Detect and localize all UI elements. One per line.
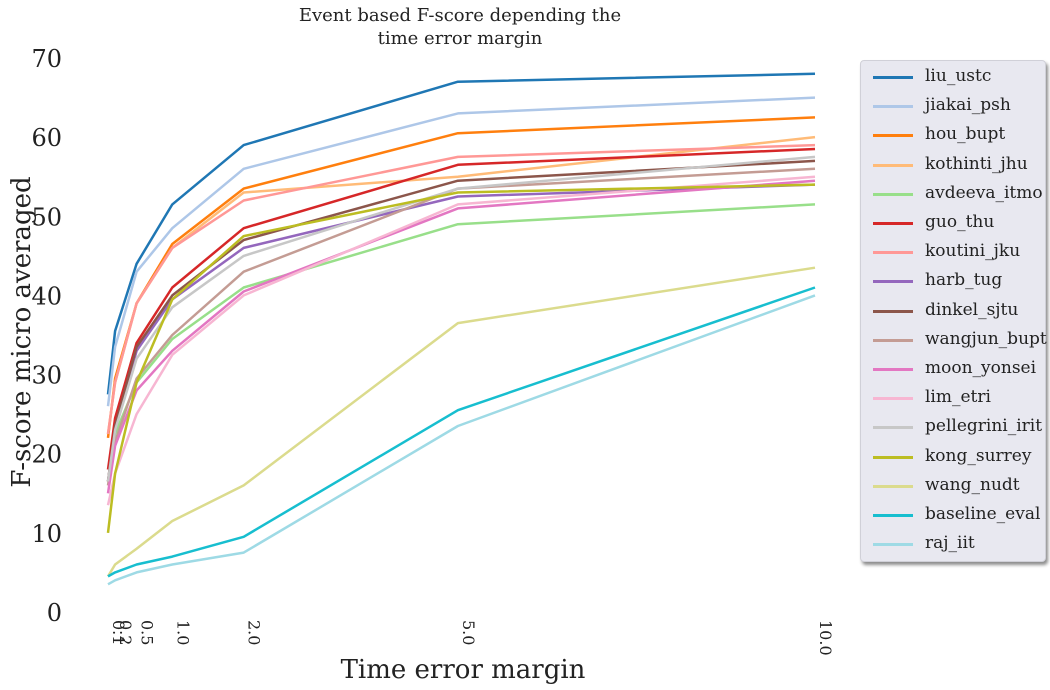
legend-swatch (873, 76, 913, 79)
series-line-wang_nudt (106, 266, 816, 578)
series-line-jiakai_psh (106, 96, 816, 407)
legend-item: raj_iit (861, 530, 1045, 558)
y-tick-label: 30 (31, 362, 62, 390)
series-line-guo_thu (106, 147, 816, 470)
legend-swatch (873, 455, 913, 459)
legend-item: liu_ustc (861, 63, 1045, 91)
x-tick-label: 5.0 (459, 620, 478, 645)
legend-item: kothinti_jhu (861, 151, 1045, 179)
legend-swatch (873, 280, 913, 284)
legend-swatch (873, 426, 913, 430)
legend-item: hou_bupt (861, 121, 1045, 149)
legend-label: harb_tug (925, 270, 1003, 291)
legend-label: liu_ustc (925, 66, 992, 86)
series-line-pellegrini_irit (106, 155, 816, 482)
x-tick-label: 0.2 (116, 620, 135, 645)
y-tick-label: 20 (31, 441, 62, 469)
legend-swatch (873, 484, 913, 488)
chart-title-line-2: time error margin (377, 28, 543, 49)
legend-swatch (873, 192, 913, 196)
y-tick-label: 10 (31, 520, 62, 548)
x-tick-label: 0.1 (109, 620, 128, 645)
legend-label: baseline_eval (925, 504, 1041, 524)
legend-swatch (873, 514, 913, 517)
series-line-avdeeva_itmo (106, 203, 816, 482)
chart-title-line-1: Event based F-score depending the (298, 5, 622, 26)
legend-label: kothinti_jhu (925, 153, 1028, 174)
legend-item: pellegrini_irit (861, 413, 1045, 441)
series-line-lim_etri (106, 175, 816, 506)
legend-swatch (873, 163, 913, 167)
series-line-koutini_jku (106, 143, 816, 435)
series-line-raj_iit (107, 294, 816, 586)
legend-item: dinkel_sjtu (861, 297, 1045, 325)
x-tick-label: 1.0 (173, 620, 192, 645)
x-tick-label: 10.0 (816, 620, 835, 656)
legend-swatch (873, 368, 913, 371)
legend-item: jiakai_psh (861, 92, 1045, 120)
series-line-liu_ustc (106, 72, 816, 395)
series-line-moon_yonsei (106, 179, 816, 494)
legend-label: hou_bupt (925, 124, 1006, 145)
legend-swatch (873, 309, 913, 313)
legend-item: wangjun_bupt (861, 326, 1047, 354)
x-tick-labels: 0.10.2 0.5 1.0 2.0 5.0 10.0 (109, 620, 835, 656)
legend-item: lim_etri (861, 384, 1045, 412)
x-tick-label: 0.5 (138, 620, 157, 645)
series-line-kong_surrey (106, 183, 816, 534)
legend-label: kong_surrey (925, 445, 1032, 466)
legend-item: baseline_eval (861, 501, 1045, 529)
y-axis-label: F-score micro averaged (7, 176, 37, 487)
legend-item: koutini_jku (861, 238, 1045, 266)
y-tick-label: 50 (31, 203, 62, 231)
legend-label: koutini_jku (925, 241, 1021, 262)
legend-item: avdeeva_itmo (861, 180, 1045, 208)
legend-label: wangjun_bupt (925, 328, 1047, 349)
legend-swatch (873, 222, 913, 225)
legend-label: wang_nudt (925, 474, 1020, 495)
legend-swatch (873, 338, 913, 342)
y-tick-label: 60 (31, 124, 62, 152)
series-line-baseline_eval (107, 286, 816, 578)
legend-label: pellegrini_irit (925, 416, 1043, 437)
legend-item: harb_tug (861, 267, 1045, 295)
legend-item: guo_thu (861, 209, 1045, 237)
x-tick-label: 2.0 (245, 620, 264, 645)
legend-label: guo_thu (925, 212, 995, 232)
legend-swatch (873, 251, 913, 255)
legend-swatch (873, 105, 913, 109)
y-tick-labels: 0 10 20 30 40 50 60 70 (31, 45, 62, 627)
legend-swatch (873, 134, 913, 138)
legend-label: moon_yonsei (925, 358, 1037, 378)
y-tick-label: 0 (47, 599, 62, 627)
legend-item: moon_yonsei (861, 355, 1045, 383)
legend-item: wang_nudt (861, 472, 1045, 500)
legend-label: avdeeva_itmo (925, 182, 1043, 203)
legend-label: lim_etri (925, 387, 991, 408)
legend-label: dinkel_sjtu (925, 299, 1019, 320)
legend-item: kong_surrey (861, 443, 1045, 471)
legend-swatch (873, 543, 913, 547)
legend-label: jiakai_psh (925, 95, 1011, 116)
legend-label: raj_iit (925, 533, 975, 554)
y-tick-label: 40 (31, 282, 62, 310)
series-lines (106, 72, 816, 586)
y-tick-label: 70 (31, 45, 62, 73)
x-axis-label: Time error margin (341, 655, 586, 685)
legend-swatch (873, 397, 913, 401)
